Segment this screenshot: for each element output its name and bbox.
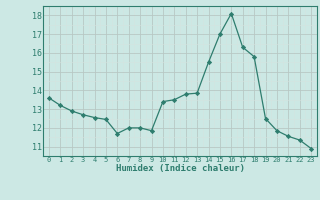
X-axis label: Humidex (Indice chaleur): Humidex (Indice chaleur) [116, 164, 244, 173]
